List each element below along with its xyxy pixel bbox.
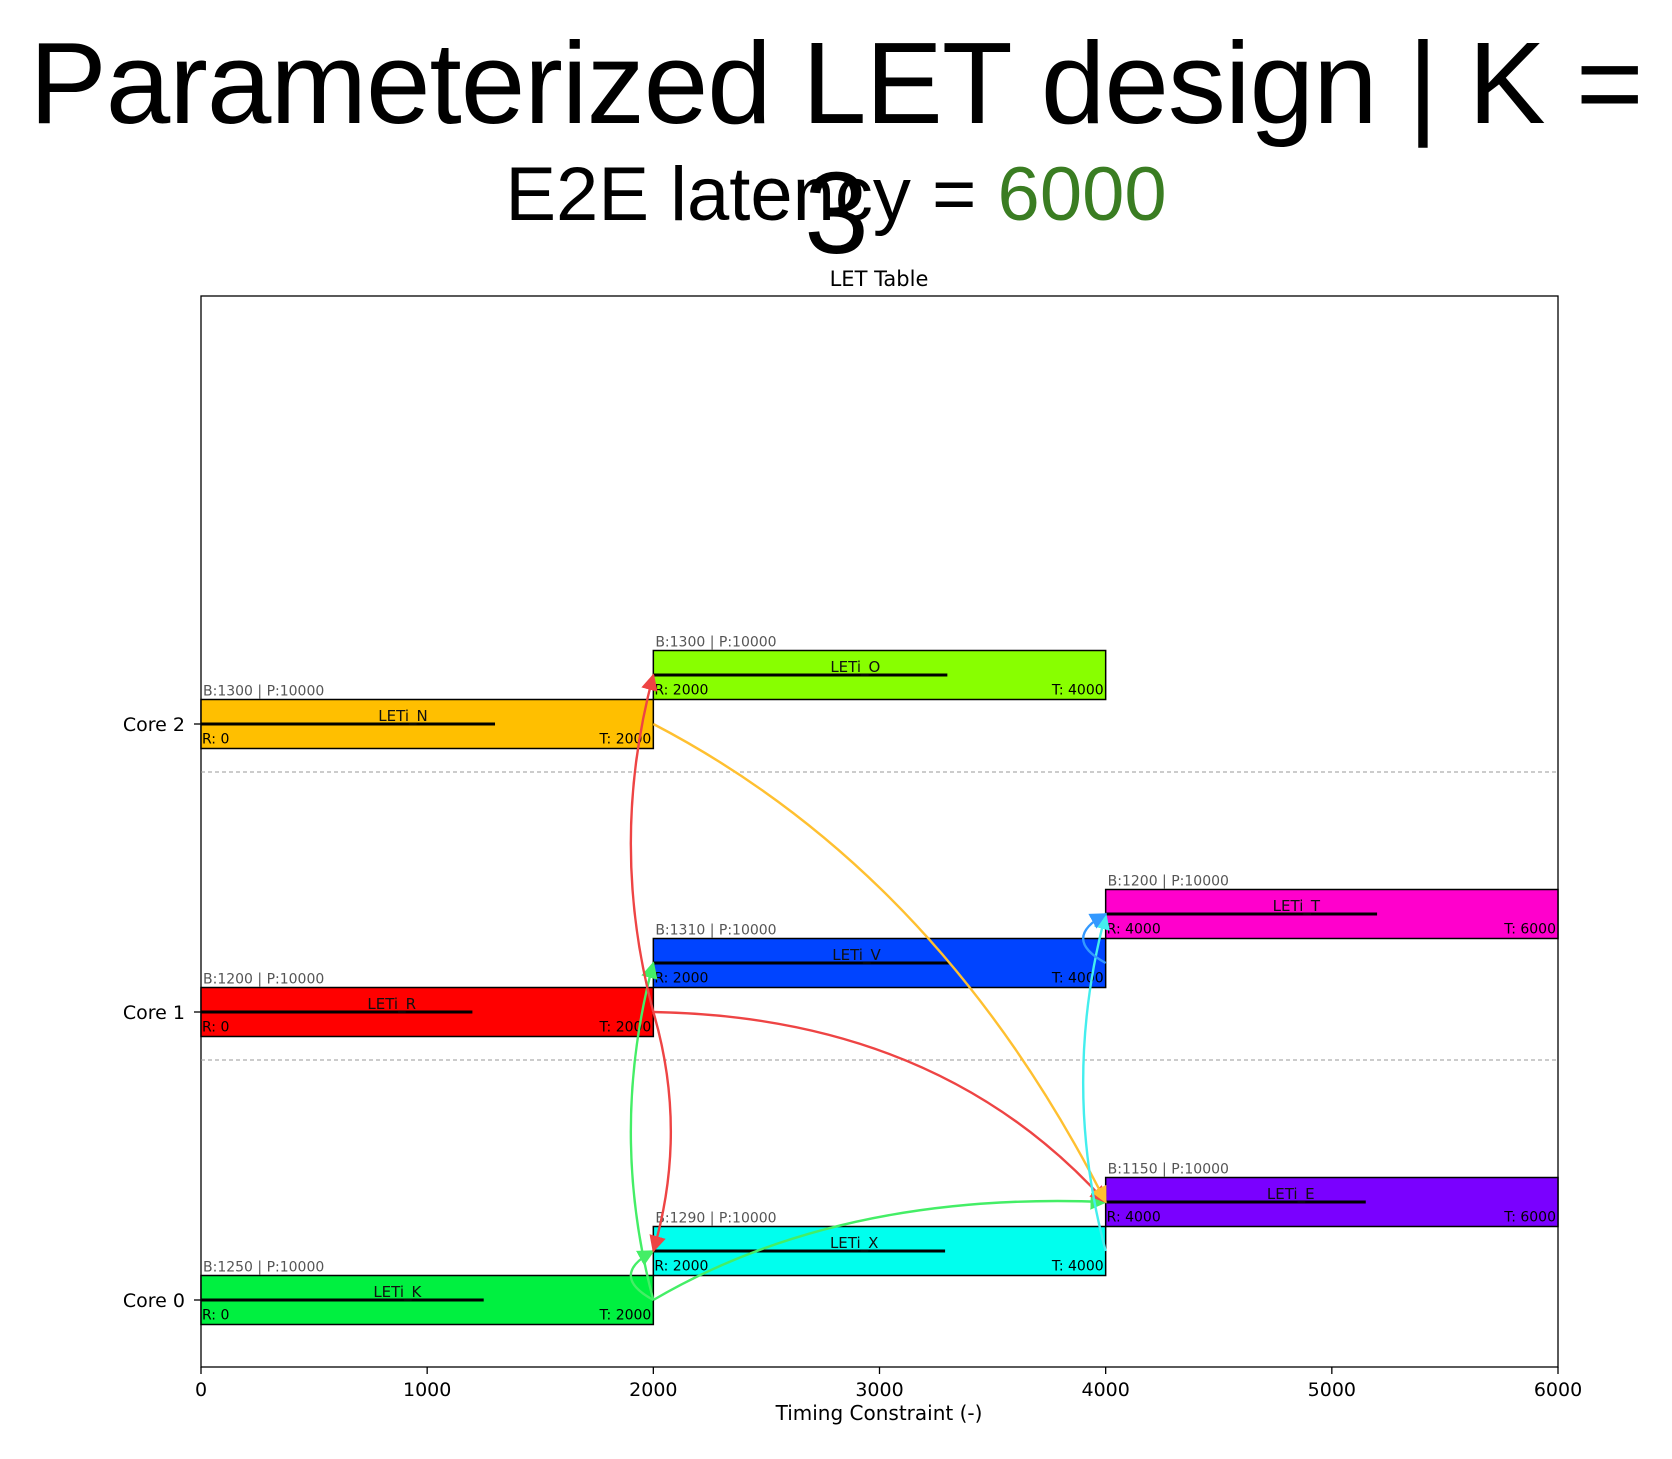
dependency-arrow [1081, 912, 1108, 965]
task-info: B:1200 | P:10000 [203, 972, 324, 988]
terminate-label: T: 6000 [1503, 922, 1556, 938]
release-label: R: 4000 [1107, 922, 1161, 938]
task-name: LETi_E [1267, 1185, 1315, 1204]
dependency-arrow [652, 722, 1107, 1204]
x-tick-label: 6000 [1534, 1379, 1582, 1401]
release-label: R: 0 [202, 1020, 229, 1036]
x-tick-label: 2000 [629, 1379, 677, 1401]
task-name: LETi_O [830, 658, 880, 677]
let-task-leti-n: LETi_N B:1300 | P:10000 R: 0 T: 2000 [200, 684, 655, 750]
task-name: LETi_X [830, 1234, 878, 1253]
task-name: LETi_R [367, 995, 416, 1014]
terminate-label: T: 2000 [599, 1308, 652, 1324]
release-label: R: 2000 [654, 1259, 708, 1275]
slide-title: Parameterized LET design | K = 3 [29, 18, 1643, 278]
slide-subtitle: E2E latency = 6000 [0, 150, 1672, 240]
let-task-leti-t: LETi_T B:1200 | P:10000 R: 4000 T: 6000 [1104, 874, 1559, 940]
task-info: B:1300 | P:10000 [203, 684, 324, 700]
let-task-leti-e: LETi_E B:1150 | P:10000 R: 4000 T: 6000 [1104, 1162, 1559, 1228]
terminate-label: T: 6000 [1503, 1210, 1556, 1226]
task-name: LETi_K [373, 1283, 422, 1302]
release-label: R: 0 [202, 1308, 229, 1324]
task-name: LETi_N [378, 707, 427, 726]
terminate-label: T: 4000 [1051, 683, 1104, 699]
x-tick-label: 1000 [403, 1379, 451, 1401]
task-info: B:1310 | P:10000 [655, 923, 776, 939]
release-label: R: 0 [202, 732, 229, 748]
dependency-arrow [649, 1011, 673, 1253]
release-label: R: 2000 [654, 971, 708, 987]
task-info: B:1290 | P:10000 [655, 1211, 776, 1227]
release-label: R: 4000 [1107, 1210, 1161, 1226]
subtitle-prefix: E2E latency = [505, 152, 998, 237]
task-info: B:1200 | P:10000 [1108, 874, 1229, 890]
task-name: LETi_T [1273, 897, 1321, 916]
dependency-arrow [629, 1249, 655, 1302]
chart-title: LET Table [830, 267, 929, 291]
terminate-label: T: 2000 [599, 732, 652, 748]
let-task-leti-k: LETi_K B:1250 | P:10000 R: 0 T: 2000 [200, 1260, 655, 1326]
x-tick-label: 0 [195, 1379, 207, 1401]
y-tick-label: Core 0 [123, 1290, 185, 1312]
let-task-leti-r: LETi_R B:1200 | P:10000 R: 0 T: 2000 [200, 972, 655, 1038]
task-info: B:1250 | P:10000 [203, 1260, 324, 1276]
task-info: B:1150 | P:10000 [1108, 1162, 1229, 1178]
x-tick-label: 4000 [1081, 1379, 1129, 1401]
task-info: B:1300 | P:10000 [655, 635, 776, 651]
dependency-arrow [653, 1010, 1107, 1204]
let-task-leti-v: LETi_V B:1310 | P:10000 R: 2000 T: 4000 [652, 923, 1107, 989]
dependency-arrow [652, 1192, 1108, 1302]
y-tick-label: Core 2 [123, 714, 185, 736]
x-tick-label: 5000 [1308, 1379, 1356, 1401]
dependency-arrow [629, 673, 658, 1013]
let-task-leti-x: LETi_X B:1290 | P:10000 R: 2000 T: 4000 [652, 1211, 1107, 1277]
task-name: LETi_V [832, 946, 881, 965]
release-label: R: 2000 [654, 683, 708, 699]
y-tick-label: Core 1 [123, 1002, 185, 1024]
terminate-label: T: 2000 [599, 1020, 652, 1036]
x-axis-label: Timing Constraint (-) [775, 1401, 983, 1425]
x-tick-label: 3000 [855, 1379, 903, 1401]
let-task-leti-o: LETi_O B:1300 | P:10000 R: 2000 T: 4000 [652, 635, 1107, 701]
terminate-label: T: 4000 [1051, 1259, 1104, 1275]
e2e-latency-value: 6000 [997, 152, 1167, 237]
dependency-arrow [1082, 912, 1110, 1252]
terminate-label: T: 4000 [1051, 971, 1104, 987]
